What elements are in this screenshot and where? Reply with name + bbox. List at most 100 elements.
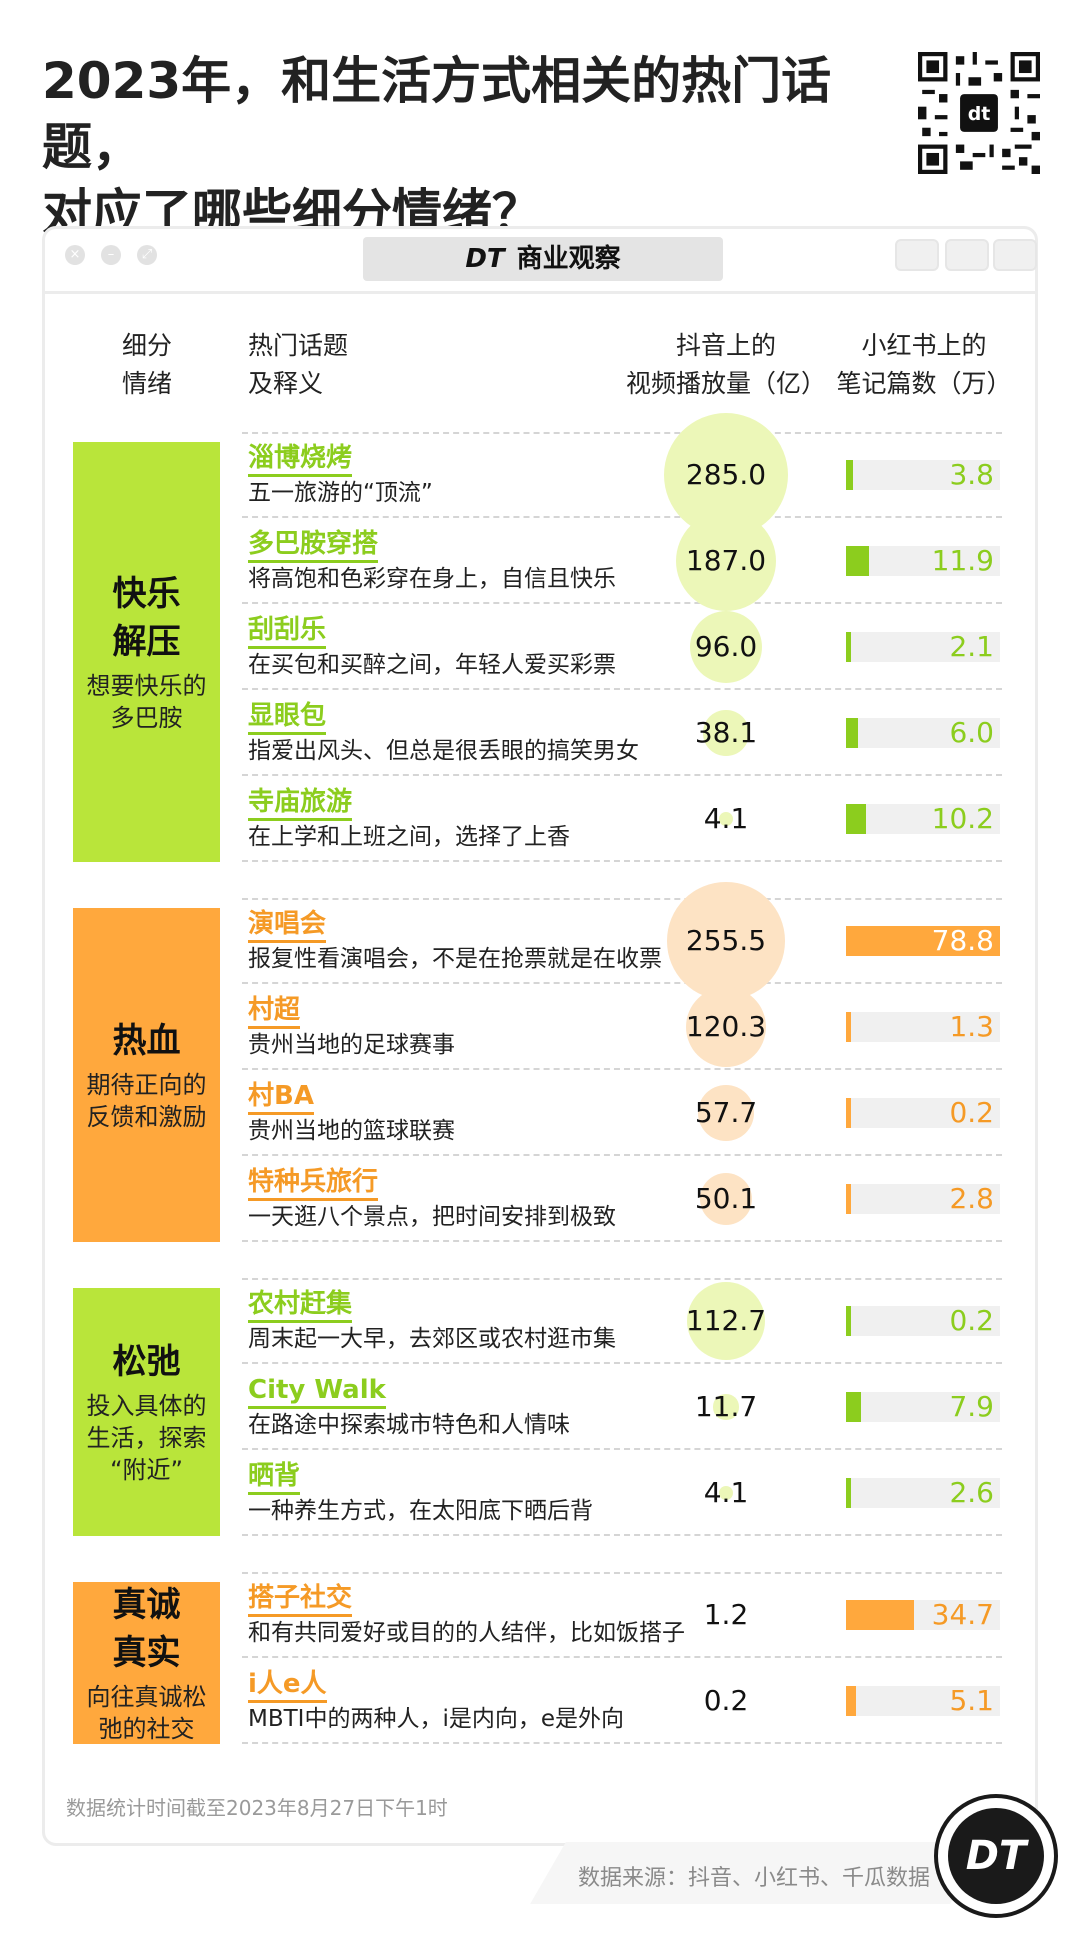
source-note: 数据来源：抖音、小红书、千瓜数据 xyxy=(578,1866,931,1891)
xhs-bar-track: 7.9 xyxy=(846,1392,1000,1422)
row-divider xyxy=(242,1656,1002,1658)
table-row: 晒背 一种养生方式，在太阳底下晒后背 4.1 2.6 xyxy=(242,1450,1002,1536)
table-row: 寺庙旅游在上学和上班之间，选择了上香 4.1 10.2 xyxy=(242,776,1002,862)
xhs-value: 5.1 xyxy=(949,1684,994,1717)
topic-name: 村BA xyxy=(248,1080,314,1115)
row-divider xyxy=(242,1362,1002,1364)
row-divider xyxy=(242,860,1002,862)
xhs-value: 34.7 xyxy=(931,1598,994,1631)
emotion-block: 真诚 真实 向往真诚松 弛的社交 xyxy=(73,1582,220,1744)
topic-explain: 一天逛八个景点，把时间安排到极致 xyxy=(248,1204,616,1230)
topic-name-text: 淄博烧烤 xyxy=(248,443,353,477)
xhs-bar-track: 3.8 xyxy=(846,460,1000,490)
topic-explain: 在上学和上班之间，选择了上香 xyxy=(248,824,570,850)
douyin-value: 57.7 xyxy=(694,1096,758,1129)
topic-explain: 和有共同爱好或目的的人结伴，比如饭搭子 xyxy=(248,1620,685,1646)
row-divider xyxy=(242,688,1002,690)
douyin-value: 255.5 xyxy=(685,924,767,957)
topic-name-text: 村超 xyxy=(248,995,301,1029)
topic-name: 特种兵旅行 xyxy=(248,1166,379,1201)
douyin-bubble xyxy=(687,1282,765,1360)
xhs-value: 11.9 xyxy=(931,544,994,577)
emotion-block: 松弛 投入具体的 生活，探索 “附近” xyxy=(73,1288,220,1536)
topic-explain: 周末起一大早，去郊区或农村逛市集 xyxy=(248,1326,616,1352)
douyin-bubble xyxy=(718,811,734,827)
table-row: 搭子社交 和有共同爱好或目的的人结伴，比如饭搭子 1.2 34.7 xyxy=(242,1572,1002,1658)
emotion-desc-line: 生活，探索 xyxy=(86,1424,207,1452)
douyin-bubble xyxy=(713,1394,739,1420)
brand-bar: DT 商业观察 xyxy=(363,237,723,281)
douyin-bubble xyxy=(700,1173,752,1225)
xhs-bar-track: 1.3 xyxy=(846,1012,1000,1042)
table-row: 淄博烧烤 五一旅游的“顶流” 285.0 3.8 xyxy=(242,413,1002,537)
row-divider xyxy=(242,1448,1002,1450)
xhs-bar-track: 0.2 xyxy=(846,1306,1000,1336)
window-icon xyxy=(993,239,1037,271)
row-divider xyxy=(242,1742,1002,1744)
row-divider xyxy=(242,602,1002,604)
topic-name: 晒背 xyxy=(248,1460,301,1495)
douyin-value: 120.3 xyxy=(685,1010,767,1043)
douyin-bubble xyxy=(667,882,785,1000)
douyin-bubble xyxy=(690,611,762,683)
topic-name: 多巴胺穿搭 xyxy=(248,528,379,563)
emotion-desc-line: “附近” xyxy=(110,1456,183,1484)
douyin-value: 11.7 xyxy=(694,1390,758,1423)
xhs-bar-track: 10.2 xyxy=(846,804,1000,834)
douyin-value: 0.2 xyxy=(703,1684,749,1717)
xhs-value: 7.9 xyxy=(949,1390,994,1423)
xhs-bar xyxy=(846,546,870,576)
xhs-bar xyxy=(846,1600,914,1630)
svg-text:dt: dt xyxy=(968,103,991,125)
topic-name-text: i人e人 xyxy=(248,1669,327,1703)
emotion-desc: 想要快乐的 多巴胺 xyxy=(87,670,207,734)
topic-explain: 一种养生方式，在太阳底下晒后背 xyxy=(248,1498,593,1524)
douyin-value: 96.0 xyxy=(694,630,758,663)
xhs-bar-track: 11.9 xyxy=(846,546,1000,576)
xhs-value: 1.3 xyxy=(949,1010,994,1043)
douyin-bubble xyxy=(675,510,777,612)
topic-name-text: 寺庙旅游 xyxy=(248,787,353,821)
xhs-bar-track: 78.8 xyxy=(846,926,1000,956)
emotion-name: 热血 xyxy=(112,1021,181,1061)
xhs-value: 10.2 xyxy=(931,802,994,835)
topic-name-text: 演唱会 xyxy=(248,909,327,943)
topic-explain: 在路途中探索城市特色和人情味 xyxy=(248,1412,570,1438)
xhs-bar-track: 34.7 xyxy=(846,1600,1000,1630)
minimize-icon: – xyxy=(101,245,121,265)
xhs-bar xyxy=(846,1098,851,1128)
douyin-value: 4.1 xyxy=(703,802,749,835)
table-row: 演唱会 报复性看演唱会，不是在抢票就是在收票 255.5 78.8 xyxy=(242,882,1002,1000)
title-line-1: 2023年，和生活方式相关的热门话题， xyxy=(42,52,832,176)
page-title: 2023年，和生活方式相关的热门话题， 对应了哪些细分情绪？ xyxy=(42,48,862,246)
brand-logo: DT xyxy=(465,244,505,274)
xhs-bar-track: 2.1 xyxy=(846,632,1000,662)
xhs-value: 6.0 xyxy=(949,716,994,749)
table-row: 刮刮乐 在买包和买醉之间，年轻人爱买彩票 96.0 2.1 xyxy=(242,604,1002,690)
xhs-bar-track: 6.0 xyxy=(846,718,1000,748)
douyin-value: 50.1 xyxy=(694,1182,758,1215)
row-divider xyxy=(242,982,1002,984)
row-divider xyxy=(242,1068,1002,1070)
header-emotion: 细分 情绪 xyxy=(121,331,172,398)
xhs-value: 2.1 xyxy=(949,630,994,663)
emotion-desc: 期待正向的 反馈和激励 xyxy=(87,1069,207,1133)
row-divider xyxy=(242,1240,1002,1242)
topic-name: 刮刮乐 xyxy=(248,614,327,649)
emotion-name: 松弛 xyxy=(112,1342,181,1382)
topic-name-text: 村BA xyxy=(248,1081,314,1115)
topic-explain: 贵州当地的足球赛事 xyxy=(248,1032,455,1058)
emotion-name: 解压 xyxy=(112,622,181,662)
douyin-bubble xyxy=(698,1085,754,1141)
table-row: 特种兵旅行一天逛八个景点，把时间安排到极致 50.1 2.8 xyxy=(242,1156,1002,1242)
share-icon xyxy=(945,239,989,271)
emotion-name: 快乐 xyxy=(112,574,181,614)
xhs-value: 2.8 xyxy=(949,1182,994,1215)
douyin-bubble xyxy=(703,710,749,756)
xhs-bar xyxy=(846,1392,862,1422)
qr-code-icon: dt xyxy=(918,52,1040,174)
emotion-desc-line: 想要快乐的 xyxy=(86,672,207,700)
emotion-desc-line: 反馈和激励 xyxy=(86,1103,207,1131)
frame-titlebar: × – ⤢ DT 商业观察 xyxy=(45,229,1037,294)
topic-name: 显眼包 xyxy=(248,700,327,735)
